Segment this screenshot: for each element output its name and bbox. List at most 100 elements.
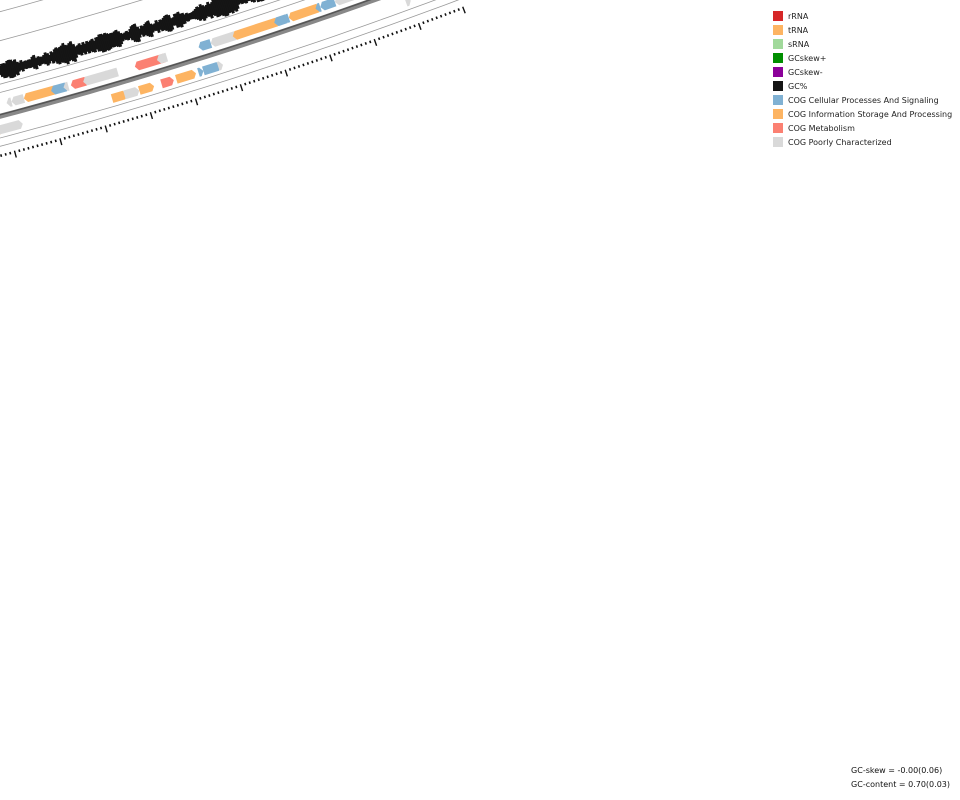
gene-arrow <box>210 31 237 47</box>
minor-tick <box>351 46 354 50</box>
minor-tick <box>297 64 301 68</box>
gene-arrow <box>83 70 110 86</box>
legend-item: GC% <box>773 79 952 93</box>
minor-tick <box>400 29 403 33</box>
legend-label: GCskew+ <box>788 53 827 63</box>
major-tick <box>462 6 466 14</box>
minor-tick <box>369 40 372 44</box>
minor-tick <box>81 131 85 135</box>
legend-item: COG Information Storage And Processing <box>773 107 952 121</box>
minor-tick <box>315 58 318 62</box>
gc-content-bar <box>31 54 39 70</box>
major-tick <box>194 98 199 106</box>
gene-arrow <box>51 82 68 95</box>
minor-tick <box>22 148 25 151</box>
minor-tick <box>203 95 206 99</box>
gene-arrow <box>232 17 279 40</box>
minor-tick <box>302 63 305 67</box>
gene-arrow <box>123 87 140 100</box>
backbone-band <box>0 0 382 119</box>
minor-tick <box>113 122 116 126</box>
gene-arrow <box>274 14 288 27</box>
legend-label: GCskew- <box>788 67 823 77</box>
minor-tick <box>131 117 134 121</box>
legend-item: COG Metabolism <box>773 121 952 135</box>
minor-tick <box>0 154 3 157</box>
minor-tick <box>395 30 399 34</box>
minor-tick <box>248 81 251 85</box>
minor-tick <box>382 35 385 39</box>
legend-label: sRNA <box>788 39 810 49</box>
minor-tick <box>208 94 211 97</box>
minor-tick <box>386 34 390 38</box>
gene-arrow <box>11 94 26 106</box>
legend: rRNA tRNA sRNA GCskew+ GCskew- GC% COG Cellula… <box>773 9 952 149</box>
minor-tick <box>163 107 166 111</box>
minor-tick <box>270 73 274 77</box>
minor-tick <box>360 43 363 47</box>
gene-arrow <box>70 76 87 89</box>
gene-arrow <box>197 67 204 77</box>
minor-tick <box>457 8 460 12</box>
legend-label: rRNA <box>788 11 809 21</box>
gene-arrow <box>102 67 119 80</box>
legend-item: GCskew+ <box>773 51 952 65</box>
minor-tick <box>337 51 341 55</box>
minor-tick <box>422 21 425 25</box>
minor-tick <box>288 67 292 71</box>
minor-tick <box>127 118 130 122</box>
minor-tick <box>244 82 247 86</box>
legend-swatch <box>773 11 783 21</box>
gene-arrow <box>216 61 223 71</box>
legend-item: tRNA <box>773 23 952 37</box>
legend-label: COG Metabolism <box>788 123 855 133</box>
minor-tick <box>158 109 161 113</box>
gc-content-bar <box>262 0 266 1</box>
minor-tick <box>217 91 220 95</box>
gc-content-track <box>0 0 266 79</box>
minor-tick <box>413 24 416 28</box>
legend-swatch <box>773 123 783 133</box>
minor-tick <box>391 32 394 36</box>
minor-tick <box>404 27 407 31</box>
gene-arrow <box>284 13 291 23</box>
stats-panel: GC-skew = -0.00(0.06) GC-content = 0.70(… <box>851 766 950 794</box>
minor-tick <box>293 66 296 70</box>
minor-tick <box>431 18 434 21</box>
minor-tick <box>311 60 314 64</box>
guide-line <box>0 0 281 85</box>
legend-swatch <box>773 25 783 35</box>
major-tick <box>149 112 154 120</box>
minor-tick <box>266 75 269 79</box>
gene-arrow <box>23 85 58 102</box>
legend-swatch <box>773 137 783 147</box>
gene-arrow <box>202 62 221 76</box>
minor-tick <box>346 48 350 52</box>
legend-item: sRNA <box>773 37 952 51</box>
gene-arrow <box>110 90 127 103</box>
minor-tick <box>364 41 367 45</box>
minor-tick <box>212 92 215 96</box>
minor-tick <box>275 72 278 76</box>
minor-tick <box>426 19 430 23</box>
gc-content-bar <box>233 0 240 10</box>
legend-item: COG Cellular Processes And Signaling <box>773 93 952 107</box>
minor-tick <box>31 145 35 149</box>
minor-tick <box>172 105 175 109</box>
legend-swatch <box>773 39 783 49</box>
gc-content-bar <box>166 14 175 31</box>
legend-label: COG Cellular Processes And Signaling <box>788 95 939 105</box>
minor-tick <box>145 113 148 117</box>
minor-tick <box>9 151 12 155</box>
gc-content-stat: GC-content = 0.70(0.03) <box>851 780 950 789</box>
minor-tick <box>185 101 188 104</box>
minor-tick <box>226 88 229 92</box>
gene-features <box>0 0 411 135</box>
minor-tick <box>253 79 256 83</box>
minor-tick <box>306 61 310 65</box>
legend-item: COG Poorly Characterized <box>773 135 952 149</box>
minor-tick <box>140 114 143 118</box>
legend-swatch <box>773 109 783 119</box>
minor-tick <box>320 57 323 61</box>
gene-arrow <box>6 97 13 107</box>
